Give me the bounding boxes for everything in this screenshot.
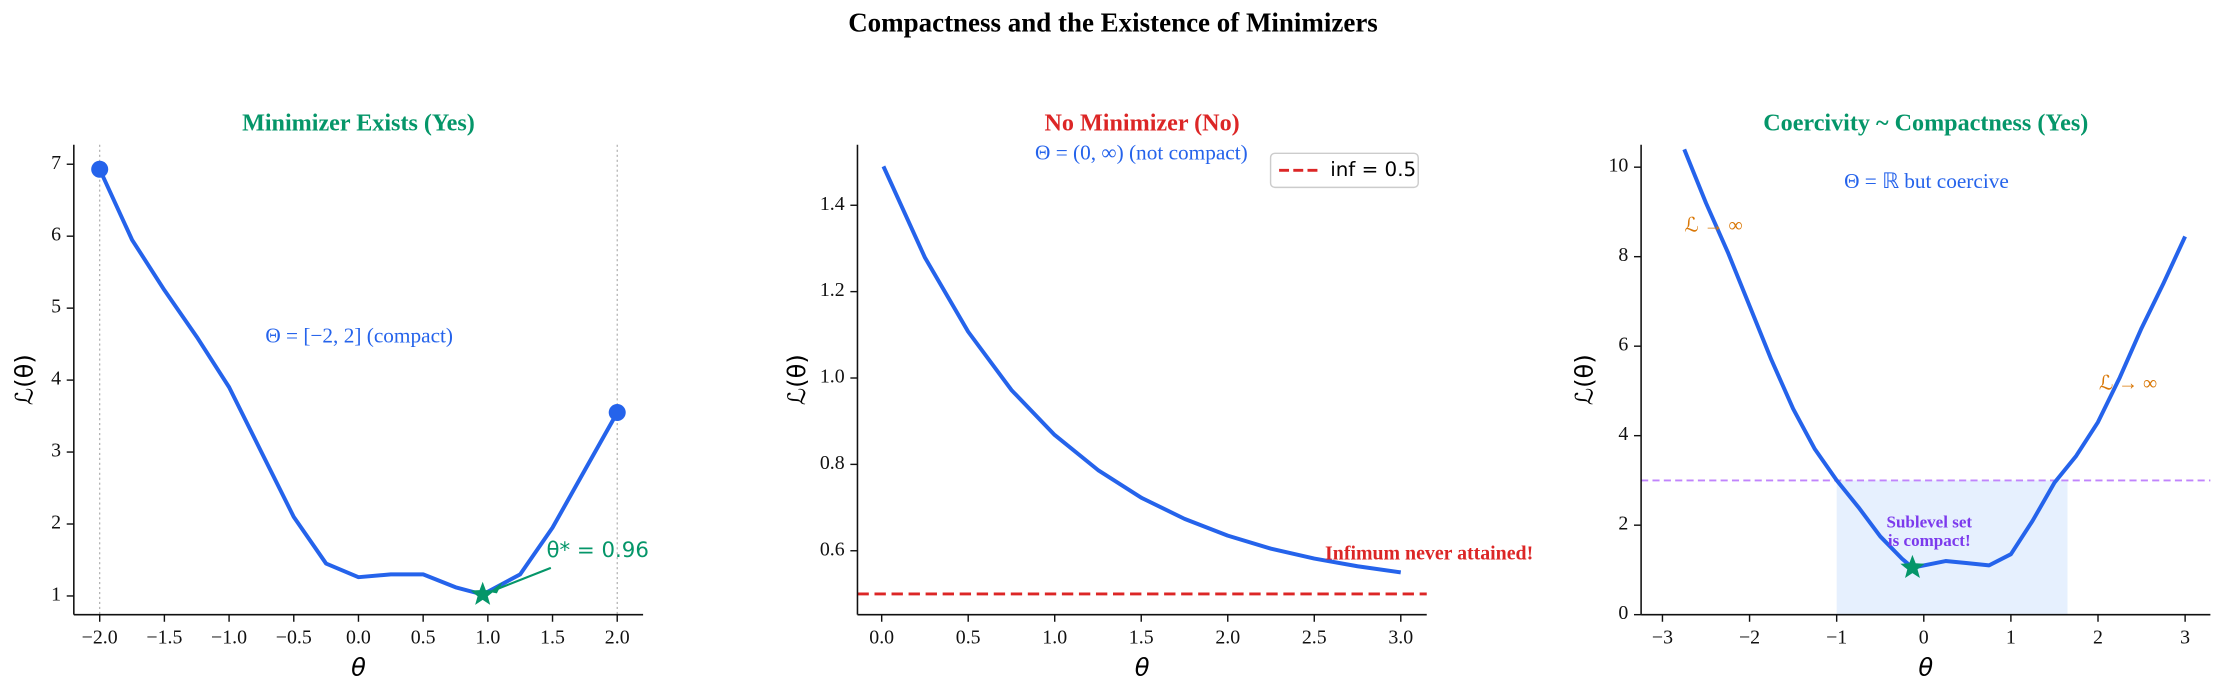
subplot-title: Minimizer Exists (Yes) xyxy=(242,109,475,136)
y-tick-label: 8 xyxy=(1618,244,1628,266)
y-tick-label: 0.8 xyxy=(820,452,845,474)
y-tick-label: 6 xyxy=(51,224,61,246)
subplot: −2.0 −1.5 −1.0 −0.5 0.0 0.5 1.0 1.5 2.0 1 2 3 4 5 6 7 Mi… xyxy=(11,109,649,681)
annotation: Θ = ℝ but coercive xyxy=(1844,169,2009,193)
x-tick-label: −1.0 xyxy=(211,626,247,648)
subplot-title: No Minimizer (No) xyxy=(1045,109,1240,136)
y-tick-label: 6 xyxy=(1618,334,1628,356)
x-tick-label: 3 xyxy=(2180,626,2190,648)
x-tick-label: 0.5 xyxy=(411,626,436,648)
x-tick-label: 2.5 xyxy=(1302,626,1327,648)
x-tick-label: 1 xyxy=(2006,626,2016,648)
y-tick-label: 1.2 xyxy=(820,279,845,301)
y-tick-label: 3 xyxy=(51,440,61,462)
minimizer-star xyxy=(470,581,495,605)
subplot: 0.0 0.5 1.0 1.5 2.0 2.5 3.0 0.6 0.8 1.0 1.2 1.4 No M… xyxy=(783,109,1533,681)
x-tick-label: 1.0 xyxy=(475,626,500,648)
y-axis-label: ℒ(θ) xyxy=(11,354,39,405)
x-tick-label: 0.0 xyxy=(869,626,894,648)
x-tick-label: 0.5 xyxy=(956,626,981,648)
curve xyxy=(97,168,619,597)
x-tick-label: −2 xyxy=(1739,626,1760,648)
y-tick-label: 1 xyxy=(51,584,61,606)
endpoint xyxy=(91,160,109,178)
x-tick-label: 0.0 xyxy=(346,626,371,648)
x-axis-label: θ xyxy=(1135,654,1150,682)
y-tick-label: 2 xyxy=(51,512,61,534)
x-tick-label: −1.5 xyxy=(146,626,182,648)
y-tick-label: 7 xyxy=(51,152,61,174)
x-axis-label: θ xyxy=(351,654,366,682)
curve xyxy=(881,165,1402,575)
x-tick-label: 2.0 xyxy=(605,626,630,648)
x-tick-label: 1.5 xyxy=(540,626,565,648)
annotation: is compact! xyxy=(1888,531,1971,550)
y-tick-label: 5 xyxy=(51,296,61,318)
endpoint xyxy=(608,403,626,421)
annotation: Sublevel set xyxy=(1887,513,1973,532)
curve xyxy=(1682,148,2187,570)
y-tick-label: 1.4 xyxy=(820,193,845,215)
x-tick-label: −3 xyxy=(1652,626,1673,648)
legend-label: inf = 0.5 xyxy=(1330,158,1416,181)
subplot: −3 −2 −1 0 1 2 3 0 2 4 6 8 10 Coercivity ~ Compactnes… xyxy=(1571,109,2211,682)
x-axis-label: θ xyxy=(1918,654,1933,682)
subplot-title: Coercivity ~ Compactness (Yes) xyxy=(1763,109,2088,136)
y-axis-label: ℒ(θ) xyxy=(1571,354,1599,405)
annotation-arrow xyxy=(489,566,552,593)
x-tick-label: −2.0 xyxy=(82,626,118,648)
annotation: ℒ → ∞ xyxy=(1684,215,1742,237)
sublevel-region xyxy=(1836,480,2068,615)
y-tick-label: 1.0 xyxy=(820,366,845,388)
arrow-head xyxy=(489,582,503,594)
legend-box xyxy=(1269,152,1419,189)
y-tick-label: 2 xyxy=(1618,513,1628,535)
x-tick-label: 1.0 xyxy=(1042,626,1067,648)
y-tick-label: 0.6 xyxy=(820,538,845,560)
annotation: Θ = [−2, 2] (compact) xyxy=(265,324,453,348)
annotation: Θ = (0, ∞) (not compact) xyxy=(1035,141,1248,165)
y-tick-label: 10 xyxy=(1608,155,1628,177)
x-tick-label: 2 xyxy=(2093,626,2103,648)
y-tick-label: 4 xyxy=(1618,423,1628,445)
y-axis-label: ℒ(θ) xyxy=(783,354,811,405)
x-tick-label: 3.0 xyxy=(1388,626,1413,648)
annotation: Infimum never attained! xyxy=(1325,543,1533,565)
figure-title: Compactness and the Existence of Minimiz… xyxy=(848,8,1378,38)
x-tick-label: −1 xyxy=(1826,626,1847,648)
y-tick-label: 4 xyxy=(51,368,61,390)
annotation: θ* = 0.96 xyxy=(546,538,648,563)
x-tick-label: 2.0 xyxy=(1215,626,1240,648)
annotation: ℒ → ∞ xyxy=(2099,372,2157,394)
x-tick-label: 1.5 xyxy=(1129,626,1154,648)
minimizer-star xyxy=(1900,554,1925,579)
x-tick-label: 0 xyxy=(1919,626,1929,648)
y-tick-label: 0 xyxy=(1618,602,1628,624)
x-tick-label: −0.5 xyxy=(276,626,312,648)
